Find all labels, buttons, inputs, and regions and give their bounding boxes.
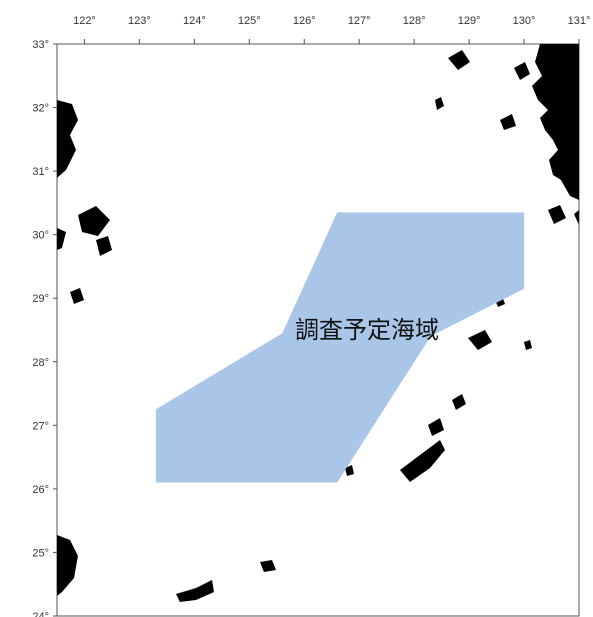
- ryukyu-islet-a: [345, 465, 354, 476]
- latitude-label: 32°: [32, 103, 49, 115]
- okinawa-island: [400, 440, 445, 482]
- latitude-axis: 33° 32° 31° 30° 29° 28° 27° 26° 25° 24°: [32, 39, 57, 617]
- latitude-label: 28°: [32, 357, 49, 369]
- longitude-label: 122°: [73, 15, 96, 27]
- longitude-label: 130°: [513, 15, 536, 27]
- longitude-label: 125°: [238, 15, 261, 27]
- latitude-label: 24°: [32, 611, 49, 617]
- sakishima-islands: [176, 580, 214, 602]
- latitude-label: 25°: [32, 547, 49, 559]
- land-masses: [57, 44, 579, 602]
- china-coast-islet: [70, 288, 84, 304]
- yakushima: [574, 210, 579, 225]
- latitude-label: 33°: [32, 39, 49, 51]
- taiwan: [57, 535, 78, 596]
- longitude-label: 128°: [403, 15, 426, 27]
- longitude-axis: 122° 123° 124° 125° 126° 127° 128° 129° 130° 131°: [73, 15, 590, 44]
- survey-area-polygon: [155, 212, 525, 483]
- kyushu-landmass: [532, 44, 579, 200]
- kyushu-island-b: [500, 114, 516, 130]
- longitude-label: 127°: [348, 15, 371, 27]
- amami-oshima: [468, 330, 492, 350]
- goto-islands: [448, 50, 470, 70]
- miyako-island: [260, 560, 276, 572]
- okinoerabu: [452, 394, 466, 410]
- latitude-label: 31°: [32, 166, 49, 178]
- tokunoshima: [428, 418, 444, 436]
- china-coast-north: [57, 100, 78, 178]
- latitude-label: 26°: [32, 484, 49, 496]
- kyushu-island-a: [514, 62, 530, 80]
- ryukyu-islet-c: [524, 340, 532, 350]
- longitude-label: 126°: [293, 15, 316, 27]
- china-coast-mid: [57, 228, 66, 250]
- latitude-label: 30°: [32, 230, 49, 242]
- kyushu-island-c: [435, 97, 444, 110]
- china-coast-islands: [78, 206, 110, 236]
- latitude-label: 27°: [32, 420, 49, 432]
- survey-area-label: 調査予定海域: [295, 316, 439, 344]
- latitude-label: 29°: [32, 293, 49, 305]
- tanegashima: [548, 205, 566, 224]
- longitude-label: 123°: [128, 15, 151, 27]
- longitude-label: 131°: [568, 15, 591, 27]
- longitude-label: 129°: [458, 15, 481, 27]
- zhoushan-islands: [96, 236, 112, 256]
- longitude-label: 124°: [183, 15, 206, 27]
